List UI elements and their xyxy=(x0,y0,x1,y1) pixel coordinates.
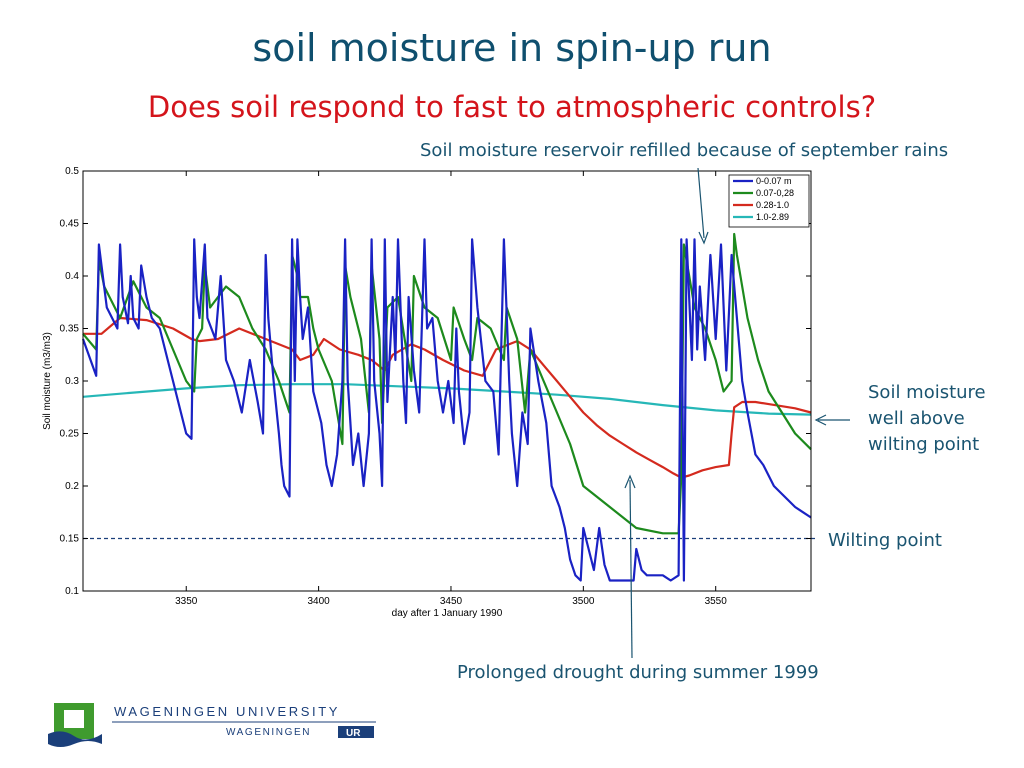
logo-white-window xyxy=(64,710,84,728)
wilting-point-annotation: Wilting point xyxy=(828,530,942,551)
well-above-line-2: well above xyxy=(868,408,965,429)
well-above-annotation: Soil moisture well above wilting point xyxy=(868,380,986,458)
y-axis-label: Soil moisture (m3/m3) xyxy=(42,332,53,430)
x-tick-label: 3500 xyxy=(572,596,595,607)
well-above-line-1: Soil moisture xyxy=(868,382,986,403)
legend-label: 1.0-2.89 xyxy=(756,212,789,222)
y-tick-label: 0.35 xyxy=(60,324,80,335)
logo-ur-box xyxy=(338,726,374,738)
slide-title: soil moisture in spin-up run xyxy=(252,26,772,70)
drought-arrow xyxy=(629,479,633,659)
legend: 0-0.07 m 0.07-0,28 0.28-1.0 1.0-2.89 xyxy=(728,174,810,228)
logo-university-name: WAGENINGEN UNIVERSITY xyxy=(114,704,340,719)
legend-label: 0.07-0,28 xyxy=(756,188,794,198)
x-tick-label: 3350 xyxy=(175,596,198,607)
x-tick-label: 3550 xyxy=(705,596,728,607)
slide-subtitle: Does soil respond to fast to atmospheric… xyxy=(147,90,877,124)
x-axis-label: day after 1 January 1990 xyxy=(392,608,503,619)
drought-annotation: Prolonged drought during summer 1999 xyxy=(457,662,819,683)
well-above-arrowhead xyxy=(814,414,827,426)
september-rains-annotation: Soil moisture reservoir refilled because… xyxy=(420,140,949,161)
y-tick-label: 0.4 xyxy=(65,271,79,282)
y-tick-label: 0.25 xyxy=(60,429,80,440)
y-tick-label: 0.5 xyxy=(65,166,79,177)
series-line-0 xyxy=(81,238,812,582)
legend-box xyxy=(728,174,810,228)
y-tick-label: 0.2 xyxy=(65,481,79,492)
series-line-3 xyxy=(82,383,812,416)
logo-blue-wave xyxy=(48,731,102,747)
legend-label: 0-0.07 m xyxy=(756,176,792,186)
x-tick-label: 3400 xyxy=(307,596,330,607)
logo-ur: UR xyxy=(346,728,361,739)
september-arrow xyxy=(697,167,705,239)
annotation-arrows xyxy=(624,167,850,659)
september-arrowhead xyxy=(698,231,709,245)
y-tick-label: 0.1 xyxy=(65,586,79,597)
series-line-2 xyxy=(83,316,812,479)
y-tick-label: 0.15 xyxy=(60,534,80,545)
logo-wageningen: WAGENINGEN xyxy=(226,727,311,738)
y-tick-label: 0.45 xyxy=(60,219,80,230)
wageningen-logo: WAGENINGEN UNIVERSITY WAGENINGEN UR xyxy=(48,703,376,747)
y-tick-label: 0.3 xyxy=(65,376,79,387)
legend-label: 0.28-1.0 xyxy=(756,200,789,210)
well-above-line-3: wilting point xyxy=(868,434,980,455)
drought-arrowhead xyxy=(624,474,636,489)
x-tick-label: 3450 xyxy=(440,596,463,607)
